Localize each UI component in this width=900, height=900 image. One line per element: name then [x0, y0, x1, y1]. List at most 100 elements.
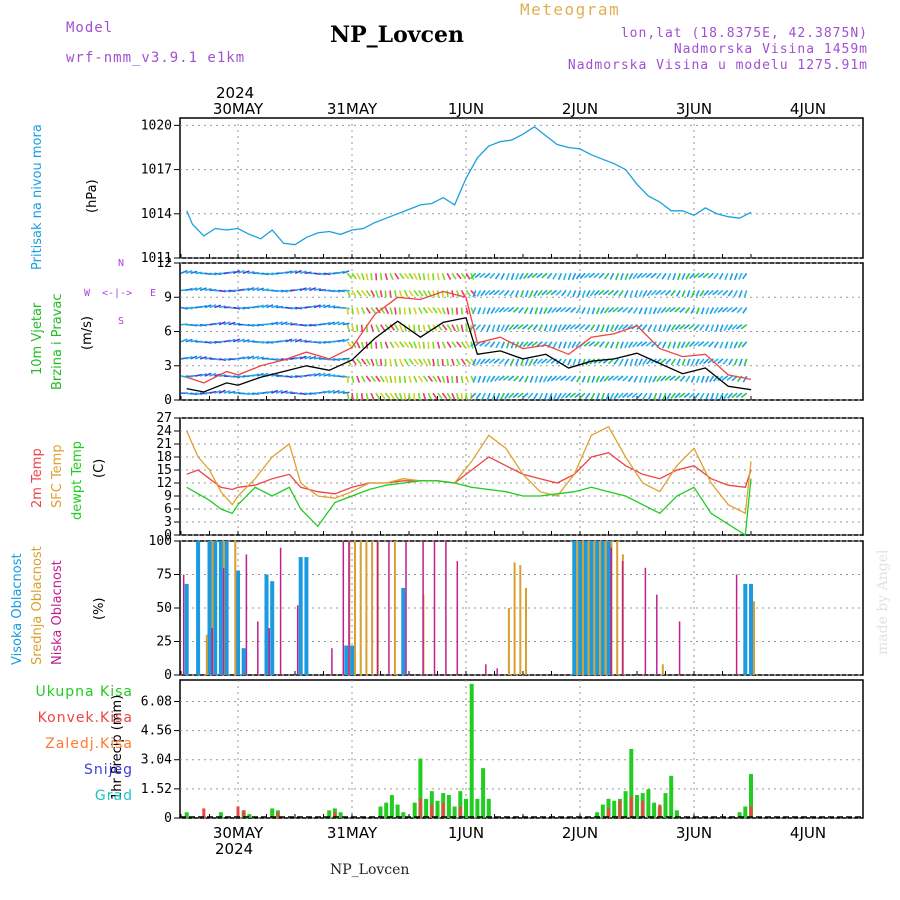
- wind-arrow: [323, 272, 331, 276]
- year-top: 2024: [216, 84, 255, 102]
- wind-arrow: [451, 272, 457, 280]
- wind-arrow: [271, 389, 279, 394]
- wind-arrow: [609, 392, 615, 400]
- y-tick-label: 24: [156, 424, 172, 439]
- wind-arrow: [690, 358, 696, 366]
- wind-arrow: [713, 341, 719, 349]
- wind-arrow: [595, 324, 601, 332]
- wind-arrow: [451, 307, 454, 315]
- wind-arrow: [683, 324, 691, 330]
- wind-arrow: [394, 324, 400, 332]
- wind-arrow: [195, 373, 203, 377]
- wind-arrow: [237, 338, 245, 343]
- wind-arrow: [271, 373, 279, 377]
- cloud-bar-mid: [513, 562, 516, 675]
- wind-arrow: [441, 341, 447, 349]
- wind-arrow: [722, 358, 729, 365]
- wind-arrow: [617, 392, 624, 399]
- wind-arrow: [603, 375, 610, 382]
- wind-arrow: [713, 307, 719, 314]
- precip-bar-total: [469, 683, 474, 818]
- wind-arrow: [583, 272, 591, 279]
- y-tick-label: 18: [156, 450, 172, 465]
- wind-arrow: [233, 306, 241, 310]
- wind-arrow: [571, 272, 577, 280]
- wind-arrow: [427, 392, 433, 400]
- wind-arrow: [313, 287, 322, 292]
- wind-arrow: [209, 372, 217, 377]
- wind-arrow: [564, 306, 572, 313]
- wind-arrow: [684, 307, 691, 314]
- precip-bar-convective: [618, 800, 622, 818]
- wind-arrow: [488, 289, 496, 296]
- wind-arrow: [733, 341, 738, 349]
- wind-arrow: [318, 340, 326, 344]
- wind-arrow: [271, 304, 279, 309]
- wind-arrow: [328, 321, 336, 326]
- wind-arrow: [491, 324, 496, 332]
- station-title: NP_Lovcen: [330, 22, 464, 48]
- wind-arrow: [356, 289, 362, 297]
- wind-arrow: [332, 321, 340, 326]
- wind-arrow: [408, 307, 412, 315]
- wind-arrow: [313, 340, 322, 344]
- wind-arrow: [247, 271, 255, 275]
- wind-arrow: [515, 272, 520, 281]
- wind-arrow: [446, 392, 452, 400]
- wind-arrow: [536, 272, 543, 279]
- wind-arrow: [743, 358, 748, 366]
- wind-arrow: [266, 390, 274, 394]
- wind-arrow: [559, 306, 567, 313]
- wind-arrow: [593, 289, 600, 296]
- wind-arrow: [408, 375, 412, 383]
- altitude-label: Nadmorska Visina 1459m: [673, 42, 868, 57]
- wind-arrow: [441, 392, 448, 400]
- wind-arrow: [280, 289, 288, 293]
- wind-arrow: [595, 375, 601, 383]
- wind-arrow: [455, 324, 460, 332]
- wind-arrow: [342, 338, 350, 343]
- wind-arrow: [247, 287, 255, 292]
- wind-arrow: [465, 375, 470, 383]
- wind-arrow: [294, 269, 302, 275]
- wind-arrow: [472, 290, 477, 298]
- wind-arrow: [337, 289, 345, 293]
- wind-arrow: [610, 324, 615, 332]
- wind-arrow: [484, 289, 491, 296]
- wind-arrow: [351, 272, 357, 280]
- cloud-bar-high: [213, 541, 218, 675]
- cloud-bar-mid: [582, 541, 584, 675]
- wind-arrow: [313, 304, 321, 309]
- wind-arrow: [379, 307, 386, 314]
- wind-arrow: [740, 392, 748, 399]
- cloud-bar-low: [211, 628, 213, 675]
- wind-arrow: [502, 375, 510, 381]
- wind-arrow: [280, 339, 288, 343]
- wind-arrow: [731, 306, 738, 313]
- wind-arrow: [304, 355, 312, 360]
- wind-arrow: [589, 289, 596, 297]
- wind-arrow: [342, 391, 350, 394]
- wind-arrow: [422, 341, 425, 349]
- wind-arrow: [700, 307, 705, 315]
- wind-arrow: [723, 324, 729, 332]
- wind-arrow: [233, 322, 241, 326]
- y-tick-label: 1020: [141, 118, 172, 133]
- wind-arrow: [647, 324, 653, 332]
- wind-arrow: [546, 272, 553, 280]
- wind-arrow: [318, 390, 326, 394]
- wind-arrow: [351, 289, 357, 297]
- wind-arrow: [543, 392, 548, 401]
- wind-arrow: [505, 341, 510, 349]
- wind-arrow: [672, 273, 677, 281]
- y-tick-label: 27: [156, 411, 172, 426]
- wind-arrow: [479, 272, 486, 279]
- y-tick-label: 12: [156, 256, 172, 271]
- wind-arrow: [494, 272, 501, 280]
- wind-arrow: [670, 392, 677, 400]
- wind-arrow: [465, 358, 472, 365]
- wind-arrow: [456, 358, 461, 366]
- precip-bar-total: [401, 812, 406, 818]
- precip-bar-total: [464, 798, 468, 818]
- wind-arrow: [252, 286, 260, 292]
